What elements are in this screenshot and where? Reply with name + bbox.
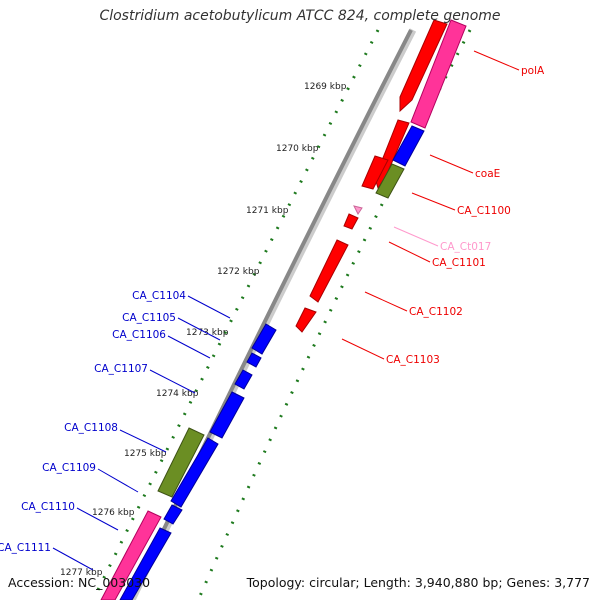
gene-CA_C1107[interactable]	[209, 391, 245, 439]
gene-CA_C1103[interactable]	[295, 307, 317, 333]
gene-label-CA_C1106[interactable]: CA_C1106	[112, 329, 166, 341]
gene-label-CA_C1104[interactable]: CA_C1104	[132, 290, 186, 302]
tick-label: 1271 kbp	[246, 206, 289, 216]
gene-CA_C1106[interactable]	[234, 369, 253, 390]
gene-CA_C1100[interactable]	[361, 155, 389, 190]
gene-CA_C1111[interactable]	[100, 510, 162, 600]
gene-CA_C1100-cds[interactable]	[375, 163, 405, 199]
gene-label-CA_C1111[interactable]: CA_C1111	[0, 542, 51, 554]
tick-label: 1272 kbp	[217, 267, 260, 277]
tick-label: 1270 kbp	[276, 144, 319, 154]
topology-text: Topology: circular; Length: 3,940,880 bp…	[246, 575, 590, 590]
gene-label-CA_C1101[interactable]: CA_C1101	[432, 257, 486, 269]
gene-label-CA_Ct017[interactable]: CA_Ct017	[440, 241, 491, 253]
gene-polA[interactable]	[399, 19, 448, 113]
accession-text: Accession: NC_003030	[8, 575, 151, 590]
tick-label: 1274 kbp	[156, 389, 199, 399]
tick-label: 1276 kbp	[92, 508, 135, 518]
map-title: Clostridium acetobutylicum ATCC 824, com…	[99, 8, 501, 24]
gene-label-coaE[interactable]: coaE	[475, 168, 500, 180]
gene-label-CA_C1105[interactable]: CA_C1105	[122, 312, 176, 324]
gene-label-CA_C1103[interactable]: CA_C1103	[386, 354, 440, 366]
gene-CA_C1101[interactable]	[343, 213, 359, 230]
gene-CA_C1104[interactable]	[251, 323, 277, 355]
gene-polA-cds[interactable]	[410, 19, 467, 129]
gene-CA_C1108-cds[interactable]	[157, 427, 205, 498]
reverse-genes	[100, 323, 277, 600]
tick-label: 1275 kbp	[124, 449, 167, 459]
gene-labels: polA coaE CA_C1100 CA_Ct017 CA_C1101 CA_…	[0, 65, 545, 554]
gene-label-CA_C1108[interactable]: CA_C1108	[64, 422, 118, 434]
gene-label-CA_C1107[interactable]: CA_C1107	[94, 363, 148, 375]
gene-CA_C1110[interactable]	[119, 527, 172, 600]
gene-CA_C1109[interactable]	[163, 504, 183, 525]
gene-label-CA_C1110[interactable]: CA_C1110	[21, 501, 75, 513]
tick-label: 1269 kbp	[304, 82, 347, 92]
leader-lines	[52, 50, 520, 571]
gene-label-CA_C1100[interactable]: CA_C1100	[457, 205, 511, 217]
gene-CA_Ct017[interactable]	[353, 205, 363, 215]
gene-coaE-cds[interactable]	[392, 125, 425, 167]
gene-CA_C1102[interactable]	[309, 239, 349, 303]
gene-CA_C1108[interactable]	[170, 437, 219, 508]
forward-genes	[295, 19, 467, 333]
gene-CA_C1105[interactable]	[246, 352, 262, 368]
gene-label-CA_C1102[interactable]: CA_C1102	[409, 306, 463, 318]
gene-label-polA[interactable]: polA	[521, 65, 545, 77]
gene-label-CA_C1109[interactable]: CA_C1109	[42, 462, 96, 474]
tick-label: 1277 kbp	[60, 568, 103, 578]
